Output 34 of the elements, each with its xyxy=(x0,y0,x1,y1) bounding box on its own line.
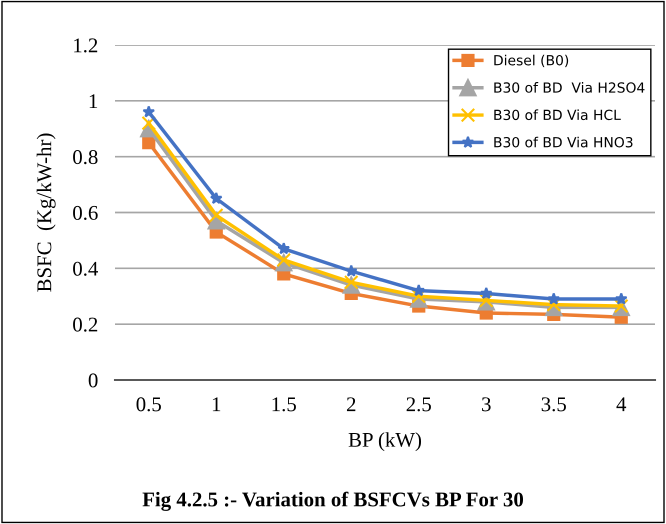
y-tick-label: 0.6 xyxy=(73,206,98,220)
caption: Fig 4.2.5 :- Variation of BSFCVs BP For 30 xyxy=(142,492,524,511)
y-axis-title: BSFC (Kg/kW-hr) xyxy=(36,134,56,292)
point xyxy=(277,242,290,254)
x-tick-label: 2 xyxy=(346,397,356,412)
point xyxy=(480,286,493,299)
x-tick-label: 4 xyxy=(616,397,626,412)
y-tick-label: 0.4 xyxy=(73,262,98,276)
point xyxy=(142,105,156,118)
point xyxy=(478,293,494,308)
x-tick-label: 3.5 xyxy=(542,397,566,412)
x-axis-title: BP (kW) xyxy=(348,432,422,452)
point xyxy=(208,208,224,223)
y-tick-label: 1.2 xyxy=(74,38,98,53)
y-tick-label: 0.2 xyxy=(73,318,98,332)
legend-label: B30 of BD Via HCL xyxy=(494,109,621,120)
y-tick-label: 0 xyxy=(88,373,98,388)
y-tick-label: 0.8 xyxy=(73,150,98,164)
point xyxy=(614,298,629,314)
point xyxy=(547,292,560,305)
point xyxy=(614,292,628,305)
point xyxy=(210,192,223,204)
legend-label: B30 of BD Via HNO3 xyxy=(494,136,632,148)
y-tick-label: 1 xyxy=(90,94,98,108)
x-tick-label: 1 xyxy=(212,397,220,412)
x-tick-label: 0.5 xyxy=(136,397,161,412)
x-tick-label: 3 xyxy=(482,397,491,412)
point xyxy=(142,136,156,150)
legend-label: Diesel (B0) xyxy=(494,54,568,68)
point xyxy=(344,264,358,277)
x-tick-label: 1.5 xyxy=(272,397,296,412)
x-tick-label: 2.5 xyxy=(406,397,431,412)
point xyxy=(411,288,426,304)
legend-label: B30 of BD Via H2SO4 xyxy=(494,82,644,93)
